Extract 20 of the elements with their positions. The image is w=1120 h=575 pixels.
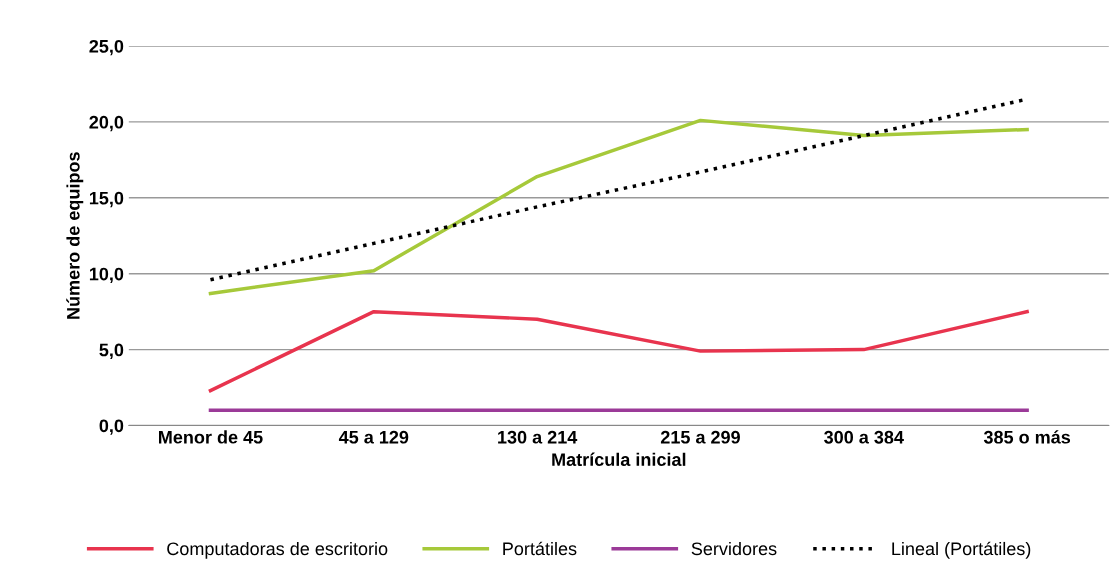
x-tick-label: 385 o más	[983, 430, 1071, 444]
x-tick-label: Menor de 45	[159, 430, 263, 444]
x-tick-label: 300 a 384	[824, 430, 904, 444]
legend-label: Computadoras de escritorio	[167, 541, 388, 559]
legend-label: Lineal (Portátiles)	[892, 541, 1031, 559]
x-tick-label: 215 a 299	[660, 430, 740, 444]
x-tick-label: 45 a 129	[338, 430, 409, 444]
y-tick-label: 5,0	[99, 343, 124, 359]
legend-label: Servidores	[691, 541, 777, 556]
line-series	[208, 309, 1029, 393]
line-series	[208, 118, 1029, 296]
y-tick-label: 20,0	[89, 115, 124, 132]
x-axis-title: Matrícula inicial	[552, 452, 686, 467]
legend-label: Portátiles	[503, 541, 577, 556]
y-tick-label: 15,0	[89, 191, 124, 208]
y-tick-label: 10,0	[89, 267, 124, 284]
y-axis-title: Número de equipos	[66, 152, 84, 319]
x-tick-label: 130 a 214	[498, 430, 578, 444]
y-tick-label: 25,0	[89, 39, 124, 56]
y-tick-label: 0,0	[99, 419, 124, 435]
